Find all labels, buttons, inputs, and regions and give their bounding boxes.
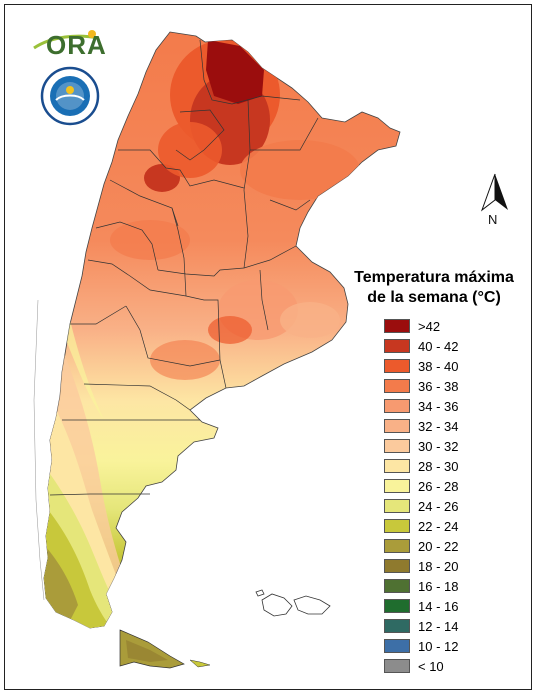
- legend-label: 32 - 34: [418, 418, 459, 434]
- ora-logo: ORA: [32, 28, 107, 62]
- legend-swatch: [384, 659, 410, 673]
- legend-swatch: [384, 439, 410, 453]
- legend-label: 10 - 12: [418, 638, 459, 654]
- legend-label: >42: [418, 318, 441, 334]
- legend-item: 10 - 12: [384, 636, 530, 656]
- legend-item: 16 - 18: [384, 576, 530, 596]
- legend-swatch: [384, 459, 410, 473]
- legend-label: 38 - 40: [418, 358, 459, 374]
- legend-swatch: [384, 619, 410, 633]
- legend-label: 30 - 32: [418, 438, 459, 454]
- legend-swatch: [384, 599, 410, 613]
- legend-item: 32 - 34: [384, 416, 530, 436]
- legend: Temperatura máxima de la semana (°C) >42…: [344, 268, 530, 676]
- ora-swoosh-icon: [33, 30, 99, 50]
- north-arrow: N: [478, 172, 512, 228]
- legend-title-line1: Temperatura máxima: [354, 269, 514, 286]
- legend-item: 30 - 32: [384, 436, 530, 456]
- legend-item: 12 - 14: [384, 616, 530, 636]
- legend-label: 26 - 28: [418, 478, 459, 494]
- legend-label: 18 - 20: [418, 558, 459, 574]
- legend-swatch: [384, 419, 410, 433]
- legend-swatch: [384, 319, 410, 333]
- legend-swatch: [384, 559, 410, 573]
- legend-swatch: [384, 639, 410, 653]
- legend-item: >42: [384, 316, 530, 336]
- legend-label: 12 - 14: [418, 618, 459, 634]
- map-frame: [4, 4, 532, 690]
- legend-item: 22 - 24: [384, 516, 530, 536]
- north-arrow-icon: [480, 173, 508, 212]
- legend-item: 28 - 30: [384, 456, 530, 476]
- legend-items: >42 40 - 42 38 - 40 36 - 38 34 - 36 32 - 34 30…: [384, 316, 530, 676]
- legend-item: 18 - 20: [384, 556, 530, 576]
- ora-wordmark: ORA: [46, 30, 107, 60]
- smn-seal-icon: [40, 66, 100, 126]
- legend-item: 20 - 22: [384, 536, 530, 556]
- legend-item: 34 - 36: [384, 396, 530, 416]
- legend-item: 38 - 40: [384, 356, 530, 376]
- isla-de-los-estados: [189, 659, 211, 668]
- legend-item: 40 - 42: [384, 336, 530, 356]
- legend-title-line2: de la semana (°C): [367, 289, 501, 306]
- legend-swatch: [384, 339, 410, 353]
- legend-item: 36 - 38: [384, 376, 530, 396]
- north-label: N: [488, 212, 498, 227]
- legend-label: 28 - 30: [418, 458, 459, 474]
- temperature-zones: [44, 40, 360, 628]
- legend-item: 14 - 16: [384, 596, 530, 616]
- legend-swatch: [384, 499, 410, 513]
- legend-swatch: [384, 579, 410, 593]
- legend-swatch: [384, 399, 410, 413]
- legend-swatch: [384, 539, 410, 553]
- legend-label: 16 - 18: [418, 578, 459, 594]
- legend-label: 34 - 36: [418, 398, 459, 414]
- legend-label: 40 - 42: [418, 338, 459, 354]
- legend-swatch: [384, 479, 410, 493]
- province-borders: [49, 39, 319, 496]
- malvinas-islands: [255, 589, 331, 617]
- legend-label: 22 - 24: [418, 518, 459, 534]
- legend-swatch: [384, 519, 410, 533]
- legend-label: 36 - 38: [418, 378, 459, 394]
- legend-label: 20 - 22: [418, 538, 459, 554]
- legend-item: 24 - 26: [384, 496, 530, 516]
- legend-item: < 10: [384, 656, 530, 676]
- legend-swatch: [384, 379, 410, 393]
- legend-label: 14 - 16: [418, 598, 459, 614]
- legend-item: 26 - 28: [384, 476, 530, 496]
- legend-label: 24 - 26: [418, 498, 459, 514]
- legend-title: Temperatura máxima de la semana (°C): [338, 268, 530, 308]
- legend-label: < 10: [418, 658, 444, 674]
- legend-swatch: [384, 359, 410, 373]
